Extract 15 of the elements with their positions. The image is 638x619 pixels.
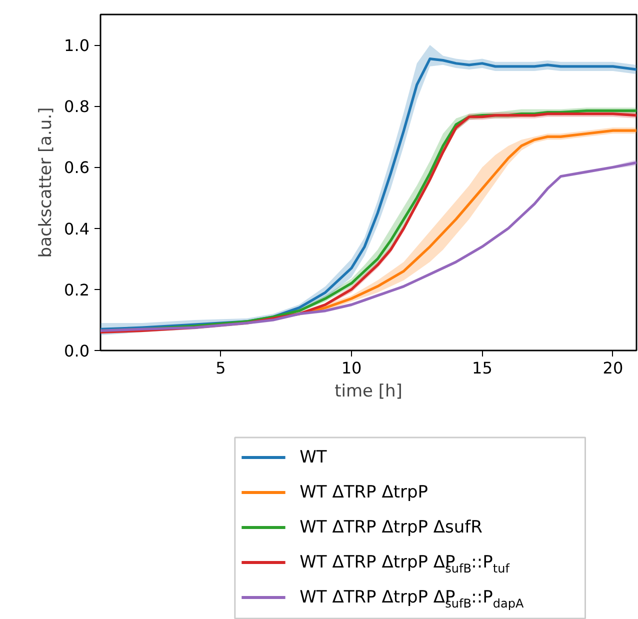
- legend-label: WT ΔTRP ΔtrpP: [300, 482, 428, 502]
- x-tick-label: 10: [341, 358, 362, 378]
- y-tick-label: 0.2: [64, 280, 90, 300]
- legend-label: WT ΔTRP ΔtrpP ΔsufR: [300, 518, 483, 538]
- x-tick-label: 20: [602, 358, 624, 378]
- y-tick-label: 0.0: [64, 342, 90, 360]
- y-tick-label: 1.0: [64, 36, 90, 56]
- y-axis-title: backscatter [a.u.]: [36, 107, 56, 258]
- y-tick-label: 0.6: [64, 158, 90, 178]
- x-tick-label: 15: [472, 358, 492, 378]
- legend-label: WT: [300, 448, 328, 468]
- y-tick-label: 0.8: [64, 97, 90, 116]
- x-tick-label: 5: [216, 358, 226, 378]
- x-axis-title: time [h]: [334, 382, 402, 402]
- y-tick-label: 0.4: [64, 219, 90, 238]
